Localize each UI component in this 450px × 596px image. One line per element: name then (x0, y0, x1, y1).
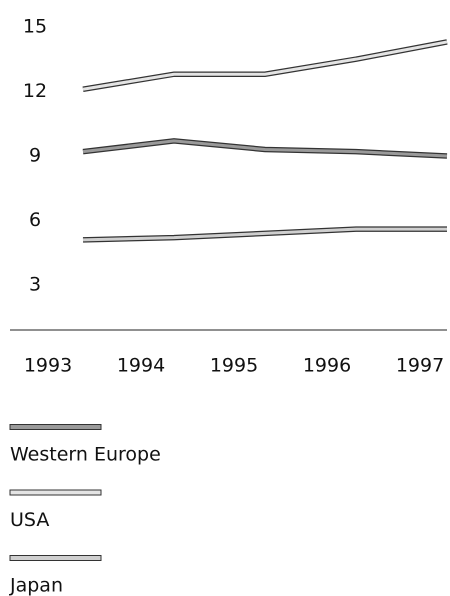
x-tick-label: 1993 (24, 355, 72, 377)
legend-label: Japan (9, 575, 63, 596)
y-tick-label: 12 (23, 80, 47, 102)
y-tick-label: 3 (29, 273, 41, 295)
legend-swatch (9, 555, 102, 561)
y-tick-label: 6 (29, 209, 41, 231)
legend-swatch (9, 424, 102, 430)
line (82, 40, 448, 91)
x-tick-label: 1994 (117, 355, 165, 377)
legend-label: USA (10, 509, 49, 531)
x-tick-label: 1995 (210, 355, 258, 377)
y-tick-label: 15 (23, 15, 47, 37)
line-outline (82, 39, 448, 92)
x-tick-label: 1997 (396, 355, 444, 377)
legend-label: Western Europe (10, 444, 161, 466)
line (82, 139, 448, 158)
x-tick-label: 1996 (303, 355, 351, 377)
legend-swatch (9, 489, 102, 496)
line (82, 227, 447, 242)
y-tick-label: 9 (29, 144, 41, 166)
